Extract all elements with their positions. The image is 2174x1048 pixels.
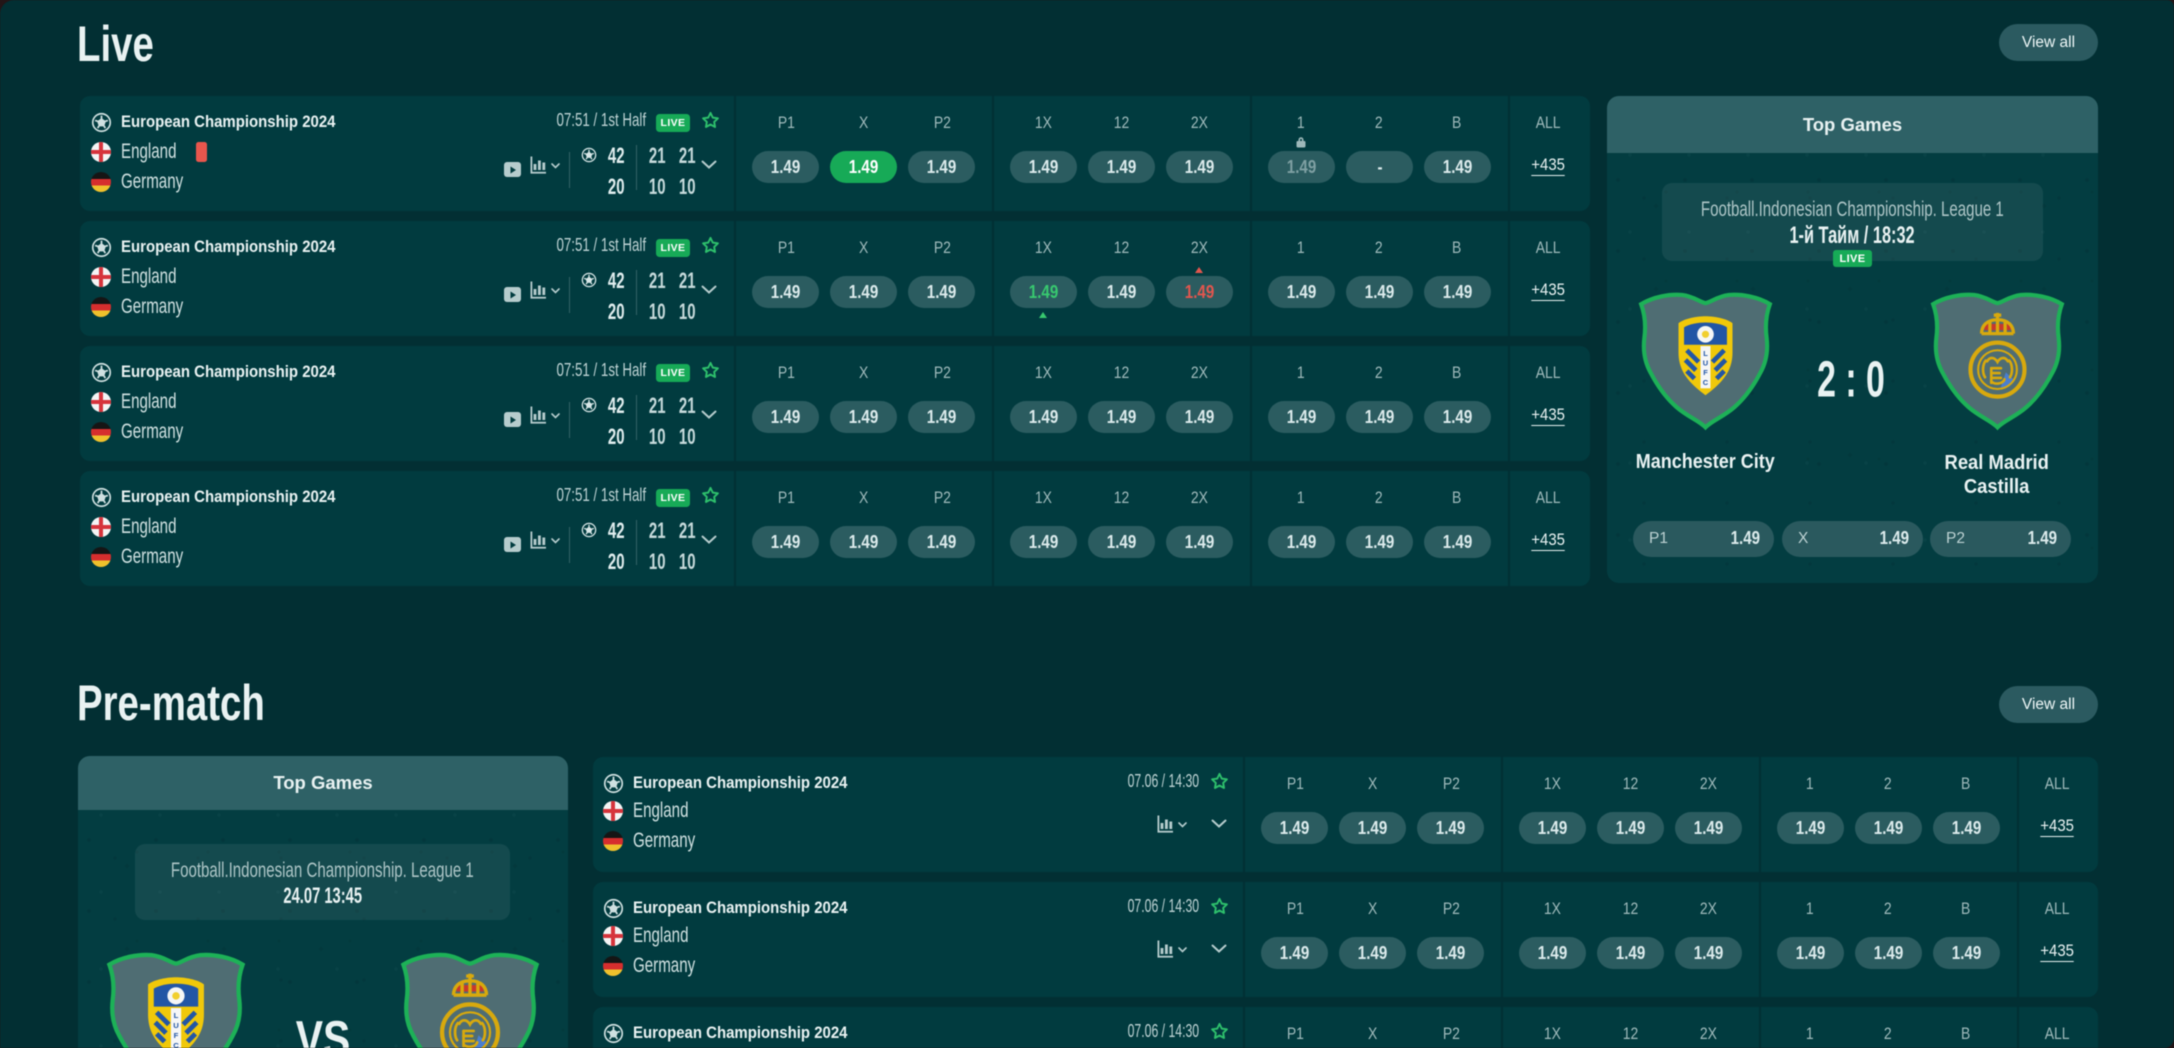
svg-text:U: U	[173, 1021, 179, 1030]
svg-text:U: U	[1703, 358, 1708, 367]
svg-text:L: L	[174, 1011, 179, 1020]
svg-text:L: L	[1703, 349, 1708, 358]
svg-text:C: C	[1703, 378, 1709, 387]
svg-text:C: C	[173, 1041, 179, 1048]
svg-text:F: F	[1703, 368, 1708, 377]
svg-text:F: F	[174, 1031, 179, 1040]
